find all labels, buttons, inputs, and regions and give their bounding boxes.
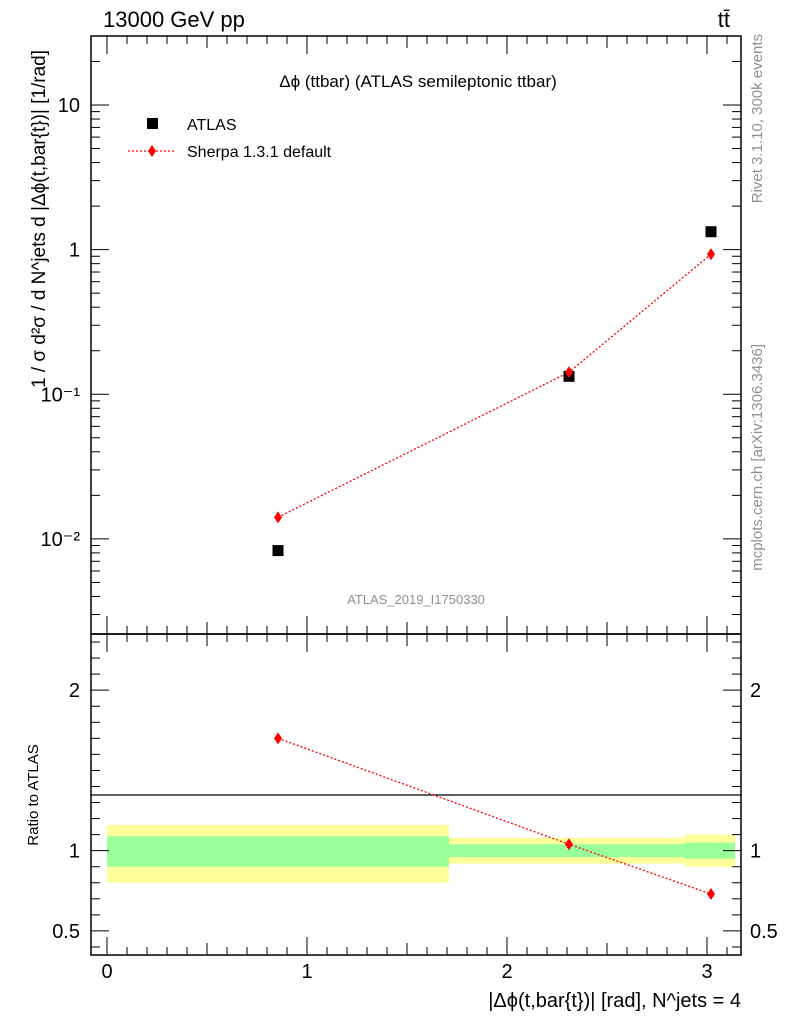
ratio-y-tick-label-left: 0.5 (52, 921, 80, 943)
ratio-y-tick-label-left: 1 (69, 841, 80, 863)
ratio-y-tick-label-left: 2 (69, 680, 80, 702)
main-plot-title: Δϕ (ttbar) (ATLAS semileptonic ttbar) (279, 72, 557, 91)
sherpa-point (565, 366, 573, 379)
ratio-y-tick-label-right: 2 (750, 680, 761, 702)
main-y-tick-label: 10 (58, 95, 80, 117)
ratio-y-tick-labels: 0.5 0.5 1 1 2 2 (52, 680, 778, 943)
uncertainty-bands (107, 824, 735, 883)
legend-atlas-marker (147, 118, 158, 129)
header-process-label: tt̄ (718, 7, 730, 32)
legend-mc-label: Sherpa 1.3.1 default (187, 144, 332, 161)
main-y-axis-title: 1 / σ d²σ / d N^jets d |Δϕ(t,bar{t})| [1… (29, 50, 50, 388)
x-tick-label: 3 (701, 961, 712, 983)
ratio-markers (274, 732, 715, 901)
main-y-tick-label: 10⁻² (41, 529, 81, 551)
analysis-id-label: ATLAS_2019_I1750330 (347, 592, 485, 607)
main-y-tick-labels: 10⁻² 10⁻¹ 1 10 (41, 95, 81, 551)
ratio-plot-frame (90, 633, 742, 956)
inner-uncertainty-band (449, 844, 685, 858)
main-axis-ticks (91, 35, 741, 634)
ratio-axis-ticks (91, 634, 741, 955)
ratio-y-tick-label-right: 1 (750, 841, 761, 863)
header-energy-label: 13000 GeV pp (103, 7, 245, 32)
legend-mc-marker (148, 145, 156, 157)
main-y-tick-label: 10⁻¹ (41, 384, 81, 406)
atlas-data-point (705, 226, 717, 238)
x-axis-title: |Δϕ(t,bar{t})| [rad], N^jets = 4 (488, 990, 741, 1012)
atlas-data-point (272, 545, 284, 557)
sherpa-point (707, 248, 715, 261)
mc-line-main (277, 253, 712, 518)
legend: ATLAS Sherpa 1.3.1 default (128, 117, 332, 161)
mcplots-label: mcplots.cern.ch [arXiv:1306.3436] (749, 344, 766, 571)
inner-uncertainty-band (107, 836, 449, 867)
rivet-version-label: Rivet 3.1.10, 300k events (749, 34, 766, 203)
main-y-tick-label: 1 (69, 240, 80, 262)
inner-uncertainty-band (685, 842, 735, 859)
main-markers (272, 226, 717, 557)
sherpa-ratio-point (707, 888, 715, 901)
sherpa-ratio-point (274, 732, 282, 745)
ratio-plot-panel: 0.5 0.5 1 1 2 2 Ratio to ATLAS 0 1 2 3 |Δϕ(t,bar… (25, 633, 778, 1012)
main-plot-panel: 10⁻² 10⁻¹ 1 10 Δϕ (ttbar) (ATLAS semilepton… (29, 35, 742, 635)
x-tick-label: 2 (501, 961, 512, 983)
sherpa-point (274, 511, 282, 524)
x-tick-label: 1 (301, 961, 312, 983)
x-tick-labels: 0 1 2 3 (101, 961, 712, 983)
x-tick-label: 0 (101, 961, 112, 983)
ratio-y-axis-title: Ratio to ATLAS (25, 744, 42, 845)
legend-atlas-label: ATLAS (187, 117, 237, 134)
sherpa-ratio-point (565, 838, 573, 851)
sherpa-line (277, 253, 712, 518)
ratio-y-tick-label-right: 0.5 (750, 921, 778, 943)
